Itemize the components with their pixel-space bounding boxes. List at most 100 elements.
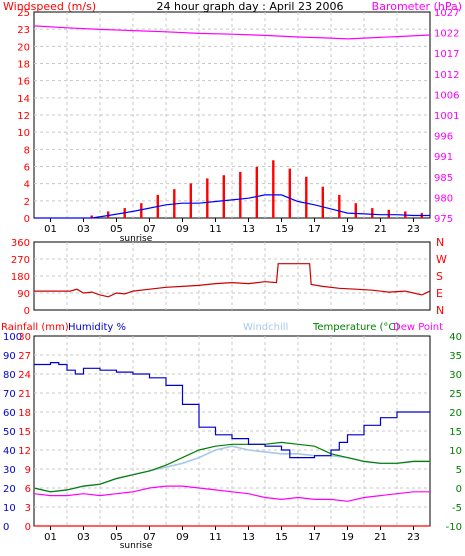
barometer-tick: 996: [434, 132, 453, 143]
x-tick-bottom: 23: [407, 532, 420, 543]
windspeed-bar: [239, 171, 242, 218]
direction-tick: 270: [11, 255, 30, 266]
x-tick-top: 09: [176, 224, 189, 235]
wind-direction-line: [34, 263, 431, 298]
windspeed-bar: [206, 178, 209, 218]
x-tick-bottom: 21: [374, 532, 387, 543]
rain-tick: 6: [25, 484, 31, 495]
barometer-tick: 1006: [434, 90, 459, 101]
x-tick-top: 13: [242, 224, 255, 235]
windspeed-tick: 20: [17, 42, 30, 53]
sunrise-label-top: sunrise: [120, 234, 153, 244]
x-tick-top: 17: [308, 224, 321, 235]
direction-tick: 90: [17, 289, 30, 300]
panel-wind-barometer: Windspeed (m/s) 24 hour graph day : Apri…: [3, 0, 462, 244]
humidity-tick: 30: [3, 465, 16, 476]
x-tick-bottom: 05: [110, 532, 123, 543]
humidity-tick: 60: [3, 408, 16, 419]
windspeed-tick: 14: [17, 94, 30, 105]
compass-tick: N: [436, 236, 444, 249]
windspeed-tick: 4: [24, 180, 30, 191]
x-tick-top: 07: [143, 224, 156, 235]
dewpoint-line: [33, 485, 430, 502]
x-tick-bottom: 13: [242, 532, 255, 543]
temperature-tick: 15: [449, 427, 462, 438]
windspeed-tick: 0: [24, 214, 30, 225]
temperature-tick: 10: [449, 446, 462, 457]
label-humidity: Humidity %: [68, 322, 126, 333]
compass-tick: E: [436, 287, 443, 300]
x-tick-top: 23: [407, 224, 420, 235]
barometer-line: [33, 25, 431, 40]
barometer-tick: 1022: [434, 29, 459, 40]
humidity-tick: 70: [3, 389, 16, 400]
rain-tick: 15: [18, 427, 31, 438]
compass-tick: W: [436, 253, 447, 266]
temperature-tick: 40: [449, 332, 462, 343]
barometer-tick: 1017: [434, 49, 459, 60]
x-tick-bottom: 19: [341, 532, 354, 543]
panel-temperature-humidity: Rainfall (mm) Humidity % Windchill Tempe…: [1, 322, 462, 551]
barometer-tick: 991: [434, 152, 453, 163]
windspeed-bar: [272, 160, 275, 218]
windspeed-bar: [222, 175, 225, 218]
windspeed-bar: [321, 186, 324, 218]
direction-tick: 180: [11, 272, 30, 283]
windspeed-tick: 10: [17, 128, 30, 139]
barometer-tick: 980: [434, 193, 453, 204]
rain-tick: 30: [18, 332, 31, 343]
x-tick-top: 19: [341, 224, 354, 235]
x-tick-top: 15: [275, 224, 288, 235]
temperature-tick: 0: [456, 484, 462, 495]
windspeed-bar: [189, 183, 192, 218]
x-tick-bottom: 17: [308, 532, 321, 543]
x-tick-top: 11: [209, 224, 222, 235]
compass-tick: N: [436, 304, 444, 317]
humidity-tick: 100: [3, 332, 22, 343]
windspeed-bar: [338, 194, 341, 218]
windspeed-bar: [107, 211, 110, 218]
windspeed-bar: [288, 168, 291, 218]
humidity-tick: 20: [3, 484, 16, 495]
x-tick-bottom: 01: [44, 532, 57, 543]
temperature-tick: -5: [452, 503, 462, 514]
temperature-line: [33, 441, 430, 493]
chart-title: 24 hour graph day : April 23 2006: [157, 0, 344, 13]
x-tick-top: 21: [374, 224, 387, 235]
direction-tick: 360: [11, 238, 30, 249]
barometer-tick: 975: [434, 214, 453, 225]
windspeed-bar: [140, 203, 143, 218]
humidity-tick: 10: [3, 503, 16, 514]
temperature-tick: 20: [449, 408, 462, 419]
temperature-tick: 35: [449, 351, 462, 362]
barometer-tick: 1027: [434, 8, 459, 19]
windspeed-bar: [90, 215, 93, 218]
windspeed-bar: [354, 203, 357, 218]
rain-tick: 21: [18, 389, 31, 400]
right-axis-label-barometer: Barometer (hPa): [372, 0, 462, 13]
humidity-tick: 0: [3, 522, 9, 533]
humidity-tick: 40: [3, 446, 16, 457]
windspeed-tick: 16: [17, 77, 30, 88]
x-tick-top: 03: [77, 224, 90, 235]
x-tick-bottom: 11: [209, 532, 222, 543]
label-rainfall: Rainfall (mm): [1, 322, 69, 333]
sunrise-label-bottom: sunrise: [120, 541, 153, 551]
temperature-tick: 30: [449, 370, 462, 381]
humidity-tick: 90: [3, 351, 16, 362]
label-dewpoint: Dew Point: [393, 322, 443, 333]
wind-average-line: [34, 194, 430, 219]
rain-tick: 27: [18, 351, 31, 362]
windspeed-tick: 12: [17, 111, 30, 122]
windspeed-tick: 23: [17, 25, 30, 36]
windspeed-bar: [255, 166, 258, 218]
label-temperature: Temperature (°C): [312, 322, 399, 333]
barometer-tick: 1001: [434, 111, 459, 122]
temperature-tick: -10: [446, 522, 462, 533]
rain-tick: 12: [18, 446, 31, 457]
temperature-tick: 25: [449, 389, 462, 400]
x-tick-top: 01: [44, 224, 57, 235]
label-windchill: Windchill: [243, 322, 288, 333]
